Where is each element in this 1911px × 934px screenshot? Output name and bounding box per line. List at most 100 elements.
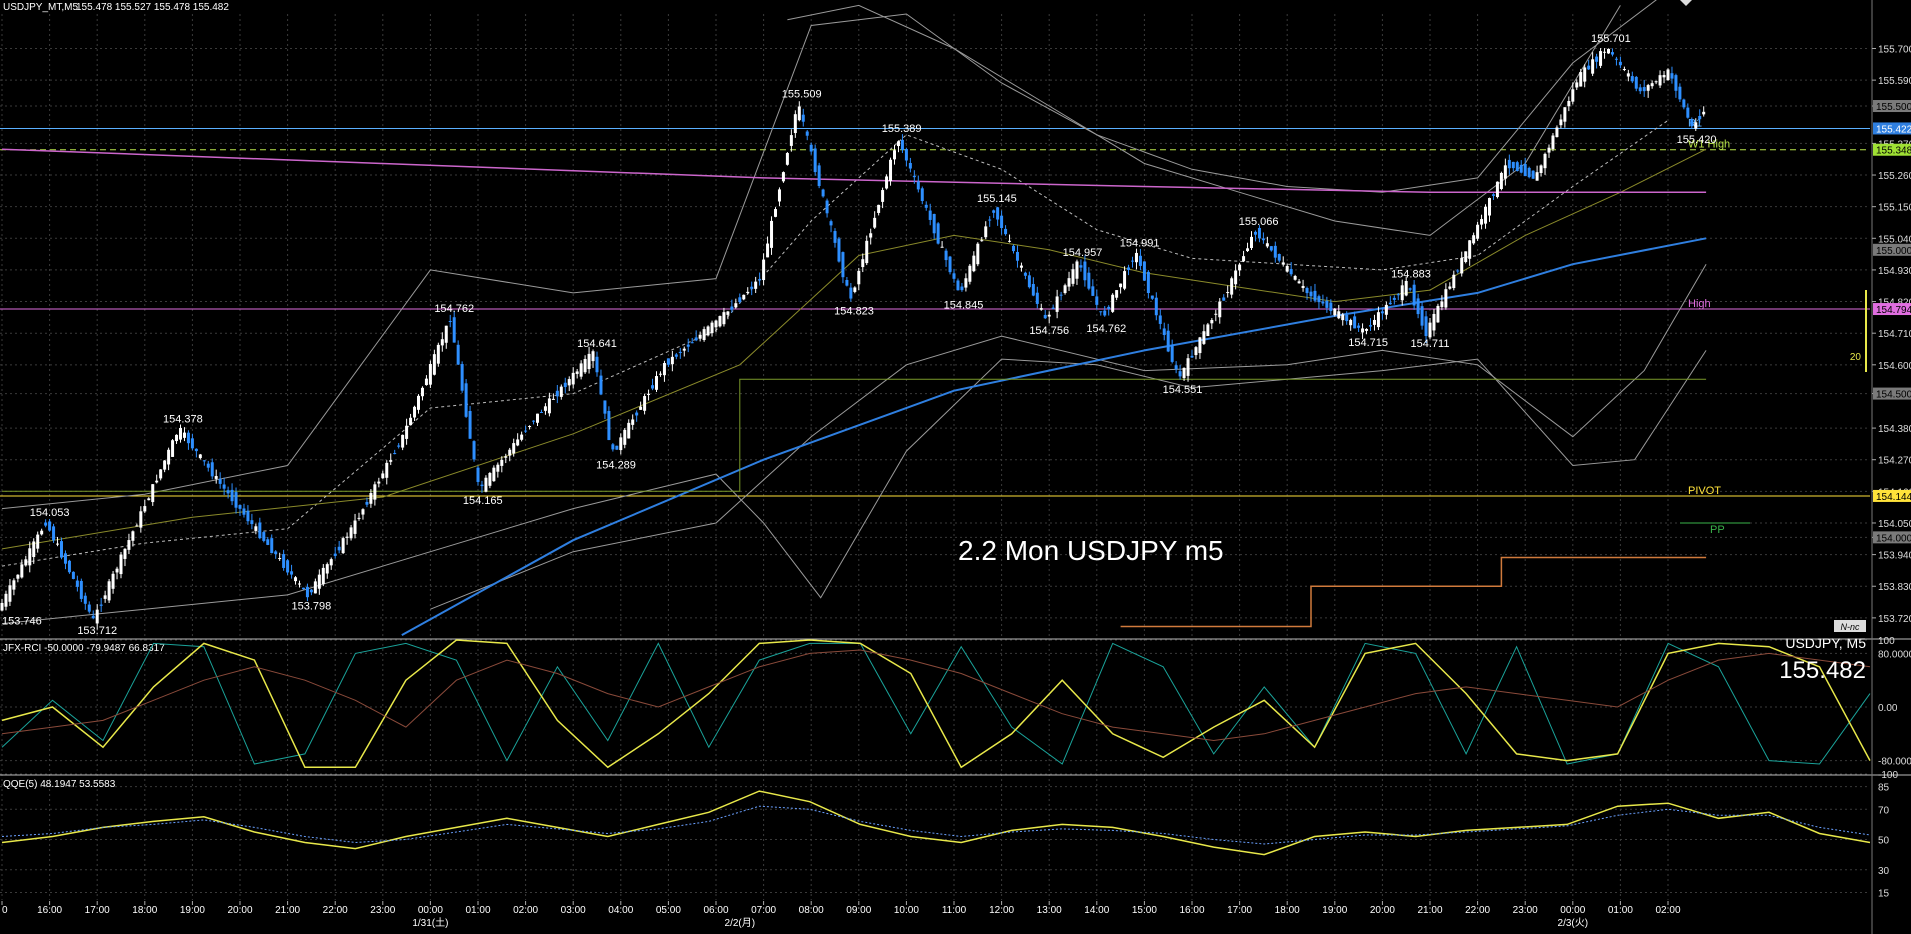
- candle-body: [349, 527, 353, 539]
- candle-body: [555, 390, 559, 397]
- qqe-axis-label: 70: [1878, 805, 1890, 816]
- candle-body: [627, 422, 631, 439]
- candle-body: [1190, 355, 1194, 358]
- candle-body: [254, 526, 258, 531]
- candle-body: [1059, 294, 1063, 296]
- qqe-title: QQE(5) 48.1947 53.5583: [3, 779, 116, 790]
- candle-body: [504, 456, 508, 458]
- candle-body: [1087, 272, 1091, 289]
- candle-body: [305, 586, 309, 598]
- candle-body: [904, 149, 908, 161]
- candle-body: [754, 281, 758, 289]
- candle-body: [1325, 300, 1329, 308]
- candle-body: [1115, 290, 1119, 298]
- rci-axis-label: 0.00: [1878, 703, 1898, 714]
- swing-price-label: 154.053: [30, 507, 70, 519]
- candle-body: [333, 553, 337, 556]
- time-axis-label: 22:00: [323, 905, 348, 916]
- candle-body: [484, 477, 488, 492]
- price-tag-label: 155.500: [1876, 102, 1911, 113]
- candle-body: [488, 473, 492, 486]
- candle-body: [988, 219, 992, 221]
- time-axis-label: 20:00: [1370, 905, 1395, 916]
- candle-body: [1432, 313, 1436, 331]
- candle-body: [682, 348, 686, 351]
- candle-body: [1694, 122, 1698, 129]
- candle-body: [373, 484, 377, 500]
- candle-body: [1265, 243, 1269, 247]
- candle-body: [1698, 116, 1702, 120]
- candle-body: [258, 522, 262, 539]
- candle-body: [528, 426, 532, 428]
- candle-body: [781, 172, 785, 182]
- candle-body: [714, 320, 718, 328]
- candle-body: [976, 243, 980, 265]
- time-axis-label: 16:00: [37, 905, 62, 916]
- candle-body: [460, 364, 464, 391]
- candle-body: [849, 287, 853, 299]
- candle-body: [87, 604, 91, 612]
- candle-body: [440, 339, 444, 346]
- candle-body: [1230, 278, 1234, 295]
- candle-body: [964, 278, 968, 288]
- shift-marker-icon[interactable]: [1680, 0, 1692, 6]
- candle-body: [36, 534, 40, 549]
- time-axis-label: 23:00: [370, 905, 395, 916]
- swing-price-label: 154.165: [463, 495, 503, 507]
- candle-body: [900, 139, 904, 151]
- candle-body: [774, 209, 777, 217]
- price-axis-label: 154.270: [1878, 456, 1911, 467]
- candle-body: [1610, 52, 1614, 55]
- candle-body: [436, 344, 440, 364]
- candle-body: [1650, 83, 1654, 87]
- candle-body: [869, 233, 873, 238]
- candle-body: [179, 427, 182, 440]
- swing-price-label: 155.701: [1591, 33, 1631, 45]
- time-axis-label: 02:00: [513, 905, 538, 916]
- candle-body: [912, 175, 916, 178]
- price-axis-label: 154.600: [1878, 361, 1911, 372]
- candle-body: [599, 375, 603, 395]
- candle-body: [666, 358, 670, 365]
- candle-body: [1146, 271, 1150, 294]
- price-tag-bg: [1873, 143, 1911, 156]
- candle-body: [1238, 264, 1242, 271]
- swing-price-label: 154.711: [1411, 338, 1450, 350]
- candle-body: [1226, 292, 1230, 294]
- candle-body: [1055, 296, 1059, 312]
- candle-body: [718, 316, 722, 327]
- candle-body: [1063, 285, 1067, 294]
- candle-body: [1361, 328, 1365, 333]
- candle-body: [932, 213, 936, 234]
- candle-body: [595, 356, 599, 373]
- candle-body: [301, 587, 305, 590]
- candle-body: [857, 270, 861, 285]
- rci-axis-label: -80.0000: [1878, 757, 1911, 768]
- candle-body: [1214, 313, 1218, 315]
- date-axis-label: 1/31(土): [412, 916, 448, 929]
- candle-body: [1686, 107, 1690, 118]
- candle-body: [1380, 311, 1384, 314]
- candle-body: [547, 398, 551, 414]
- candle-body: [1067, 278, 1071, 287]
- time-axis-label: 18:00: [132, 905, 157, 916]
- candle-body: [766, 243, 770, 258]
- swing-price-label: 154.762: [1086, 323, 1126, 335]
- candle-body: [1634, 76, 1638, 89]
- candle-body: [1535, 172, 1539, 181]
- time-axis-label: 06:00: [703, 905, 728, 916]
- time-axis-label: 10:00: [894, 905, 919, 916]
- candle-body: [210, 462, 214, 477]
- candle-body: [536, 413, 539, 423]
- level-label-pp: PP: [1710, 524, 1725, 536]
- qqe-panel[interactable]: 85 70 50 30 15 QQE(5) 48.1947 53.5583: [0, 779, 1890, 899]
- candle-body: [32, 541, 36, 557]
- candle-body: [1127, 267, 1131, 270]
- swing-price-label: 154.762: [434, 303, 474, 315]
- candle-body: [1622, 68, 1626, 70]
- rci-panel[interactable]: 100 80.0000 0.00 -80.0000 -100 JFX-RCI -50.00…: [0, 636, 1911, 781]
- swing-price-label: 154.845: [944, 299, 984, 311]
- candle-body: [1480, 219, 1484, 225]
- candle-body: [567, 379, 571, 386]
